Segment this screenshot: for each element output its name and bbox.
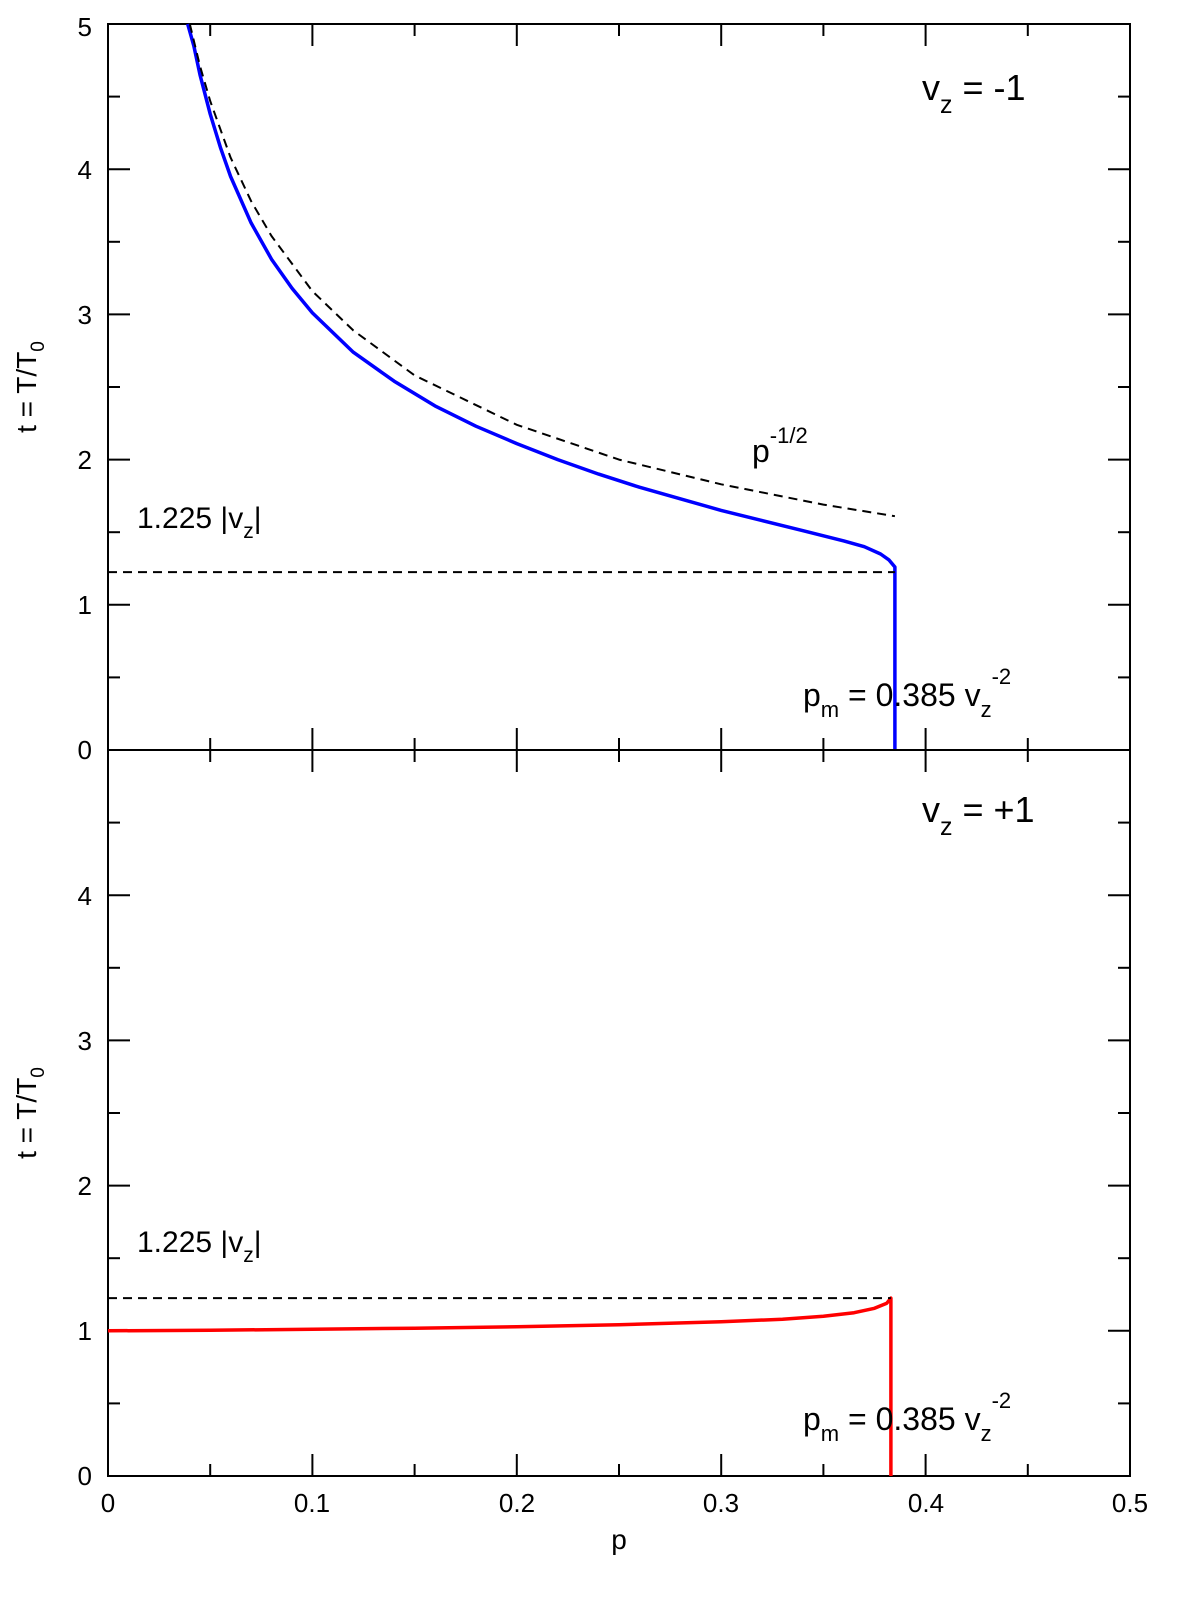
top-series-0-line xyxy=(186,23,897,750)
top-pm-base: p xyxy=(803,677,821,713)
top-pm-annotation: pm = 0.385 vz-2 xyxy=(803,664,1011,722)
power-law-base: p xyxy=(752,433,770,469)
bottom-ytick-label-1: 1 xyxy=(78,1316,92,1346)
bottom-pm-base: p xyxy=(803,1401,821,1437)
bottom-threshold-annotation: 1.225 |vz| xyxy=(137,1226,262,1267)
top-ytick-label-3: 3 xyxy=(78,300,92,330)
top-threshold-tail: | xyxy=(254,502,262,535)
power-law-sup: -1/2 xyxy=(770,423,808,448)
top-threshold-text: 1.225 |v xyxy=(137,502,243,535)
xtick-label-2: 0.2 xyxy=(499,1488,535,1518)
x-axis-label: p xyxy=(611,1524,627,1555)
xtick-label-4: 0.4 xyxy=(908,1488,944,1518)
bottom-panel-label-rest: = +1 xyxy=(953,789,1035,830)
top-ytick-label-1: 1 xyxy=(78,590,92,620)
bottom-threshold-tail: | xyxy=(254,1226,262,1259)
top-y-axis-label: t = T/T0 xyxy=(11,341,49,433)
top-pm-sub2: z xyxy=(981,697,992,722)
top-panel-label: vz = -1 xyxy=(922,67,1026,119)
bottom-pm-annotation: pm = 0.385 vz-2 xyxy=(803,1388,1011,1446)
xtick-label-3: 0.3 xyxy=(703,1488,739,1518)
bottom-panel-label-sub: z xyxy=(940,813,953,841)
top-ytick-label-0: 0 xyxy=(78,735,92,765)
bottom-pm-mid: = 0.385 v xyxy=(839,1401,980,1437)
bottom-threshold-sub: z xyxy=(243,1244,254,1267)
top-pm-sup: -2 xyxy=(992,664,1012,689)
top-panel-series xyxy=(108,23,897,750)
bottom-pm-sub: m xyxy=(821,1421,839,1446)
bottom-panel-frame xyxy=(107,749,1131,1477)
xtick-label-0: 0 xyxy=(101,1488,115,1518)
top-pm-sub: m xyxy=(821,697,839,722)
power-law-annotation: p-1/2 xyxy=(752,423,808,469)
top-ytick-label-4: 4 xyxy=(78,155,92,185)
xtick-label-1: 0.1 xyxy=(294,1488,330,1518)
top-panel-label-base: v xyxy=(922,67,940,108)
top-ytick-label-5: 5 xyxy=(78,12,92,42)
bottom-pm-sup: -2 xyxy=(992,1388,1012,1413)
top-ytick-label-2: 2 xyxy=(78,445,92,475)
top-pm-mid: = 0.385 v xyxy=(839,677,980,713)
xtick-label-5: 0.5 xyxy=(1112,1488,1148,1518)
bottom-ytick-label-0: 0 xyxy=(78,1461,92,1491)
bottom-ytick-label-4: 4 xyxy=(78,881,92,911)
bottom-panel-label: vz = +1 xyxy=(922,789,1035,841)
top-panel-frame xyxy=(107,23,1131,751)
bottom-y-axis-label-sub: 0 xyxy=(28,1067,49,1078)
bottom-pm-sub2: z xyxy=(981,1421,992,1446)
bottom-y-axis-label: t = T/T0 xyxy=(11,1067,49,1159)
bottom-ytick-label-3: 3 xyxy=(78,1026,92,1056)
top-threshold-sub: z xyxy=(243,520,254,543)
bottom-threshold-text: 1.225 |v xyxy=(137,1226,243,1259)
bottom-y-axis-label-main: t = T/T xyxy=(11,1078,42,1159)
top-series-1-dashed-line xyxy=(188,23,896,518)
bottom-panel-series xyxy=(107,1296,893,1476)
bottom-ytick-label-2: 2 xyxy=(78,1171,92,1201)
bottom-panel-ticks xyxy=(107,749,1131,1477)
top-panel-label-rest: = -1 xyxy=(953,67,1026,108)
top-threshold-annotation: 1.225 |vz| xyxy=(137,502,262,543)
top-y-axis-label-sub: 0 xyxy=(28,341,49,352)
top-panel-ticks xyxy=(107,23,1131,751)
top-y-axis-label-main: t = T/T xyxy=(11,352,42,433)
bottom-panel-label-base: v xyxy=(922,789,940,830)
top-panel-label-sub: z xyxy=(940,91,953,119)
bottom-series-0-line xyxy=(107,1296,893,1476)
